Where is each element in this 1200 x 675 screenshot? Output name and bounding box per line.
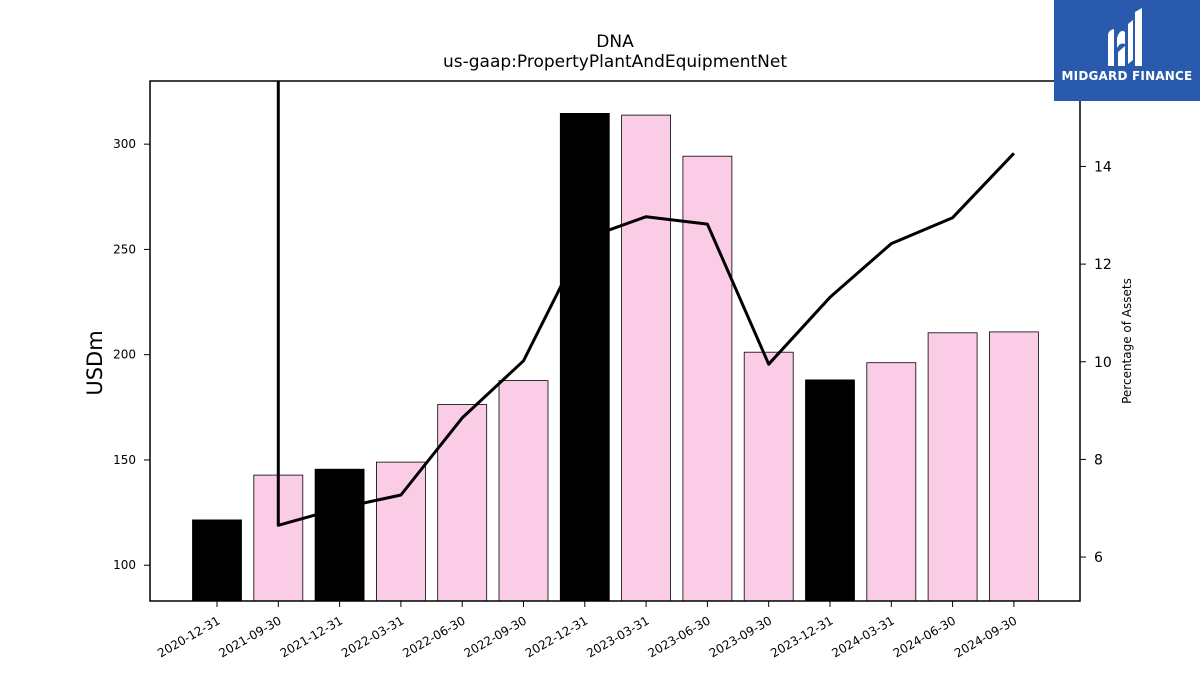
bar-2023-09-30 bbox=[743, 351, 794, 602]
brand-logo: MIDGARD FINANCE bbox=[1054, 0, 1200, 101]
x-tick-label-2022-06-30: 2022-06-30 bbox=[400, 613, 467, 660]
midgard-logo-icon bbox=[1108, 8, 1142, 66]
x-tick-label-2021-09-30: 2021-09-30 bbox=[216, 613, 283, 660]
bar-2023-03-31 bbox=[621, 114, 671, 602]
x-tick-label-2023-12-31: 2023-12-31 bbox=[768, 613, 835, 660]
x-tick-label-2024-06-30: 2024-06-30 bbox=[891, 613, 958, 660]
bar-2024-09-30 bbox=[989, 331, 1039, 602]
chart-subtitle: us-gaap:PropertyPlantAndEquipmentNet bbox=[443, 52, 787, 72]
y-tick-label-100: 100 bbox=[113, 558, 136, 572]
bar-2024-03-31 bbox=[866, 362, 917, 602]
x-tick-label-2021-12-31: 2021-12-31 bbox=[278, 613, 345, 660]
chart-title: DNA bbox=[596, 32, 634, 52]
bar-2022-09-30 bbox=[498, 380, 549, 602]
y-tick-label-150: 150 bbox=[113, 453, 136, 467]
y2-tick-label-10: 10 bbox=[1094, 355, 1112, 371]
x-tick-label-2023-09-30: 2023-09-30 bbox=[707, 613, 774, 660]
x-tick-label-2024-03-31: 2024-03-31 bbox=[829, 613, 896, 660]
bar-2023-06-30 bbox=[682, 155, 733, 602]
x-tick-label-2023-06-30: 2023-06-30 bbox=[645, 613, 712, 660]
x-tick-label-2022-12-31: 2022-12-31 bbox=[523, 613, 590, 660]
percentage-line bbox=[276, 81, 1015, 527]
y2-axis-label: Percentage of Assets bbox=[1120, 278, 1134, 404]
x-tick-label-2020-12-31: 2020-12-31 bbox=[155, 613, 222, 660]
y2-tick-label-14: 14 bbox=[1094, 159, 1112, 175]
bar-2020-12-31 bbox=[192, 519, 242, 602]
x-tick-label-2024-09-30: 2024-09-30 bbox=[952, 613, 1019, 660]
y2-tick-label-12: 12 bbox=[1094, 257, 1112, 273]
bar-2022-03-31 bbox=[375, 461, 426, 602]
logo-text: MIDGARD FINANCE bbox=[1061, 69, 1193, 83]
y2-tick-label-8: 8 bbox=[1094, 452, 1103, 468]
x-tick-label-2022-09-30: 2022-09-30 bbox=[462, 613, 529, 660]
bar-2022-06-30 bbox=[437, 404, 488, 602]
x-tick-label-2023-03-31: 2023-03-31 bbox=[584, 613, 651, 660]
bar-2024-06-30 bbox=[927, 332, 978, 602]
y-tick-label-200: 200 bbox=[113, 348, 136, 362]
bar-2023-12-31 bbox=[805, 379, 855, 602]
y-tick-label-300: 300 bbox=[113, 137, 136, 151]
bar-2021-12-31 bbox=[314, 468, 365, 602]
x-tick-label-2022-03-31: 2022-03-31 bbox=[339, 613, 406, 660]
y2-tick-label-6: 6 bbox=[1094, 550, 1103, 566]
y-axis-label: USDm bbox=[83, 330, 107, 395]
bar-2022-12-31 bbox=[559, 113, 610, 602]
plot-frame bbox=[149, 80, 1081, 602]
y-tick-label-250: 250 bbox=[113, 242, 136, 256]
